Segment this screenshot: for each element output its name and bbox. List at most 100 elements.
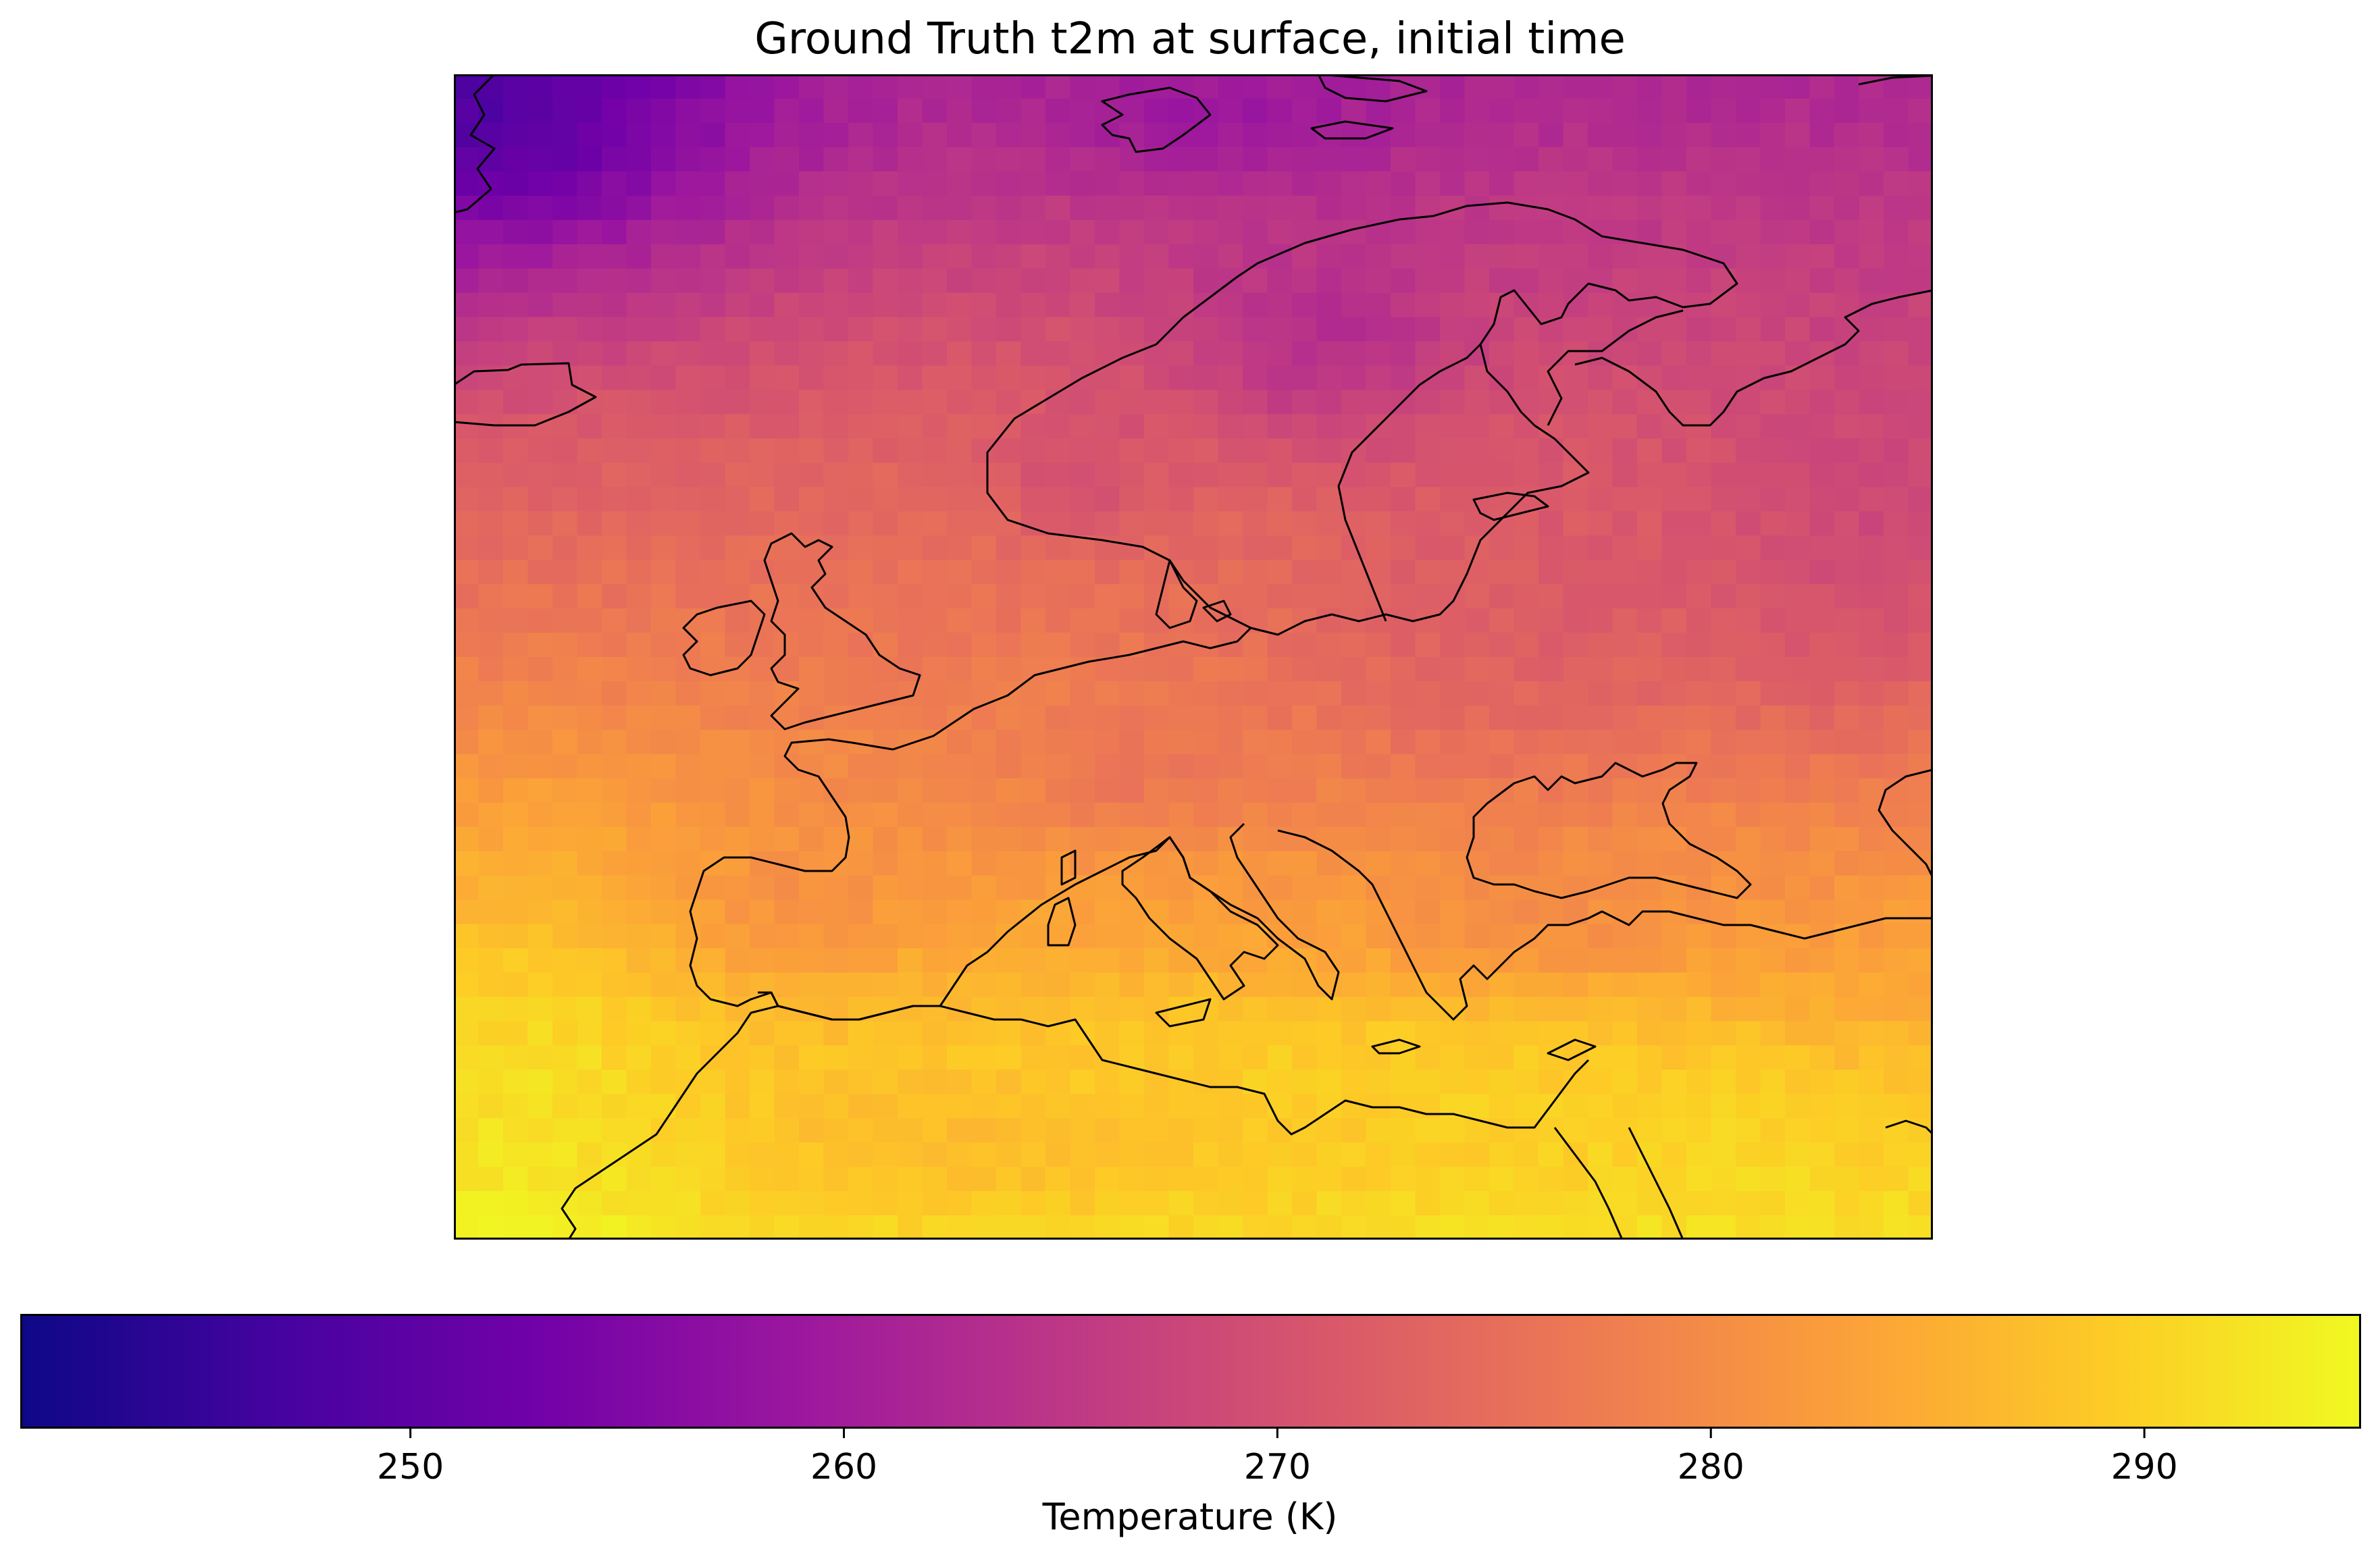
temperature-cell [1095,1069,1120,1094]
temperature-cell [922,851,948,876]
temperature-cell [527,608,553,633]
temperature-cell [947,317,973,342]
temperature-cell [1785,535,1811,560]
temperature-cell [996,875,1022,901]
temperature-cell [848,1191,874,1216]
temperature-cell [1834,778,1860,803]
temperature-cell [577,1191,602,1216]
temperature-cell [1267,802,1293,828]
temperature-cell [750,899,775,925]
temperature-cell [1391,826,1416,852]
temperature-cell [1119,753,1145,779]
temperature-cell [1267,729,1293,755]
temperature-cell [626,899,652,925]
temperature-cell [454,341,480,367]
temperature-cell [823,390,849,415]
temperature-cell [750,851,775,876]
temperature-cell [1045,1045,1071,1070]
temperature-cell [1464,292,1490,318]
temperature-cell [1095,1215,1120,1240]
temperature-cell [1316,608,1342,633]
temperature-cell [1489,972,1515,998]
temperature-cell [1538,122,1564,148]
temperature-cell [454,729,480,755]
temperature-cell [1045,365,1071,391]
temperature-cell [1316,317,1342,342]
temperature-cell [774,924,800,949]
temperature-cell [454,778,480,803]
temperature-cell [478,1191,504,1216]
temperature-cell [1588,1021,1613,1046]
temperature-cell [1095,1045,1120,1070]
temperature-cell [1316,414,1342,439]
temperature-cell [1809,560,1835,585]
temperature-cell [454,317,480,342]
temperature-cell [799,924,825,949]
temperature-cell [1316,511,1342,536]
temperature-cell [1119,98,1145,124]
temperature-cell [626,341,652,367]
temperature-cell [1292,1094,1318,1119]
temperature-cell [1070,584,1095,609]
temperature-cell [1144,535,1170,560]
temperature-cell [1859,195,1884,221]
temperature-cell [1243,560,1268,585]
temperature-cell [947,584,973,609]
temperature-cell [1859,1191,1884,1216]
temperature-cell [1218,1069,1243,1094]
temperature-cell [725,681,750,706]
temperature-cell [1316,1045,1342,1070]
temperature-cell [1661,657,1687,682]
temperature-cell [996,292,1022,318]
temperature-cell [873,317,898,342]
temperature-cell [1489,1021,1515,1046]
temperature-cell [1391,875,1416,901]
temperature-cell [823,147,849,172]
temperature-cell [1070,1045,1095,1070]
temperature-cell [1785,1142,1811,1167]
temperature-cell [577,633,602,658]
temperature-cell [971,414,997,439]
temperature-cell [947,511,973,536]
temperature-cell [1637,147,1663,172]
temperature-cell [1538,147,1564,172]
temperature-cell [1686,317,1712,342]
temperature-cell [700,365,726,391]
temperature-cell [996,972,1022,998]
temperature-cell [454,633,480,658]
temperature-cell [1563,1167,1588,1192]
temperature-cell [971,462,997,487]
temperature-cell [1267,219,1293,245]
temperature-cell [774,1021,800,1046]
temperature-cell [1316,899,1342,925]
temperature-cell [1391,219,1416,245]
temperature-cell [1514,997,1539,1022]
temperature-cell [1563,560,1588,585]
temperature-cell [454,1118,480,1143]
temperature-cell [527,317,553,342]
temperature-cell [1711,1167,1736,1192]
temperature-cell [1095,972,1120,998]
temperature-cell [1736,147,1761,172]
temperature-cell [1193,1045,1219,1070]
temperature-cell [478,147,504,172]
temperature-cell [626,1191,652,1216]
temperature-cell [1464,997,1490,1022]
temperature-cell [1809,826,1835,852]
temperature-cell [1736,74,1761,99]
temperature-cell [1588,924,1613,949]
temperature-cell [1168,365,1194,391]
temperature-cell [1760,657,1786,682]
temperature-cell [1020,1094,1046,1119]
temperature-cell [626,1167,652,1192]
temperature-cell [1809,74,1835,99]
temperature-cell [527,826,553,852]
temperature-cell [823,341,849,367]
temperature-cell [1168,948,1194,974]
temperature-cell [1563,1118,1588,1143]
temperature-cell [971,122,997,148]
temperature-cell [1341,1142,1367,1167]
temperature-cell [1612,535,1638,560]
temperature-cell [1538,244,1564,269]
temperature-cell [1464,317,1490,342]
